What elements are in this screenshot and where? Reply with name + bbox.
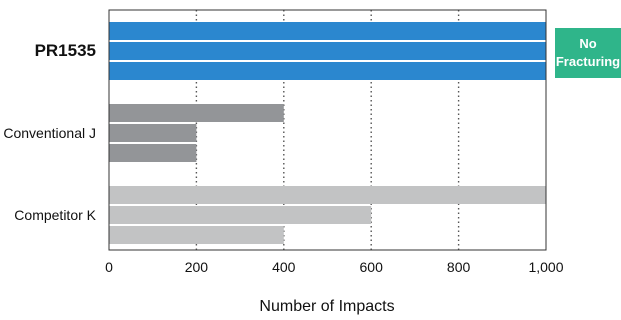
- bar-0-1: [109, 42, 546, 60]
- bar-1-0: [109, 104, 284, 122]
- no-fracturing-badge: [555, 28, 621, 78]
- bar-separator-0-1: [109, 60, 546, 62]
- bar-2-2: [109, 226, 284, 244]
- x-axis-label: Number of Impacts: [259, 298, 394, 315]
- bar-2-1: [109, 206, 372, 224]
- bar-1-2: [109, 144, 197, 162]
- category-labels: PR1535 Conventional J Competitor K: [3, 41, 96, 223]
- badge-text-line1: No: [579, 36, 596, 51]
- bar-0-2: [109, 62, 546, 80]
- x-tick-label-800: 800: [447, 259, 471, 275]
- x-tick-label-0: 0: [105, 259, 113, 275]
- bar-2-0: [109, 186, 546, 204]
- bar-1-1: [109, 124, 197, 142]
- x-tick-label-400: 400: [272, 259, 296, 275]
- annotations: No Fracturing: [555, 28, 621, 78]
- bar-separator-0-0: [109, 40, 546, 42]
- bars-group: [109, 22, 546, 244]
- x-tick-label-1000: 1,000: [528, 259, 563, 275]
- badge-text-line2: Fracturing: [556, 54, 620, 69]
- x-tick-label-200: 200: [185, 259, 209, 275]
- plot-frame: [108, 9, 547, 251]
- category-label-2: Competitor K: [14, 207, 96, 223]
- category-label-0: PR1535: [35, 41, 96, 60]
- x-tick-labels: 0 200 400 600 800 1,000: [105, 259, 564, 275]
- category-label-1: Conventional J: [3, 125, 96, 141]
- bar-0-0: [109, 22, 546, 40]
- x-tick-label-600: 600: [360, 259, 384, 275]
